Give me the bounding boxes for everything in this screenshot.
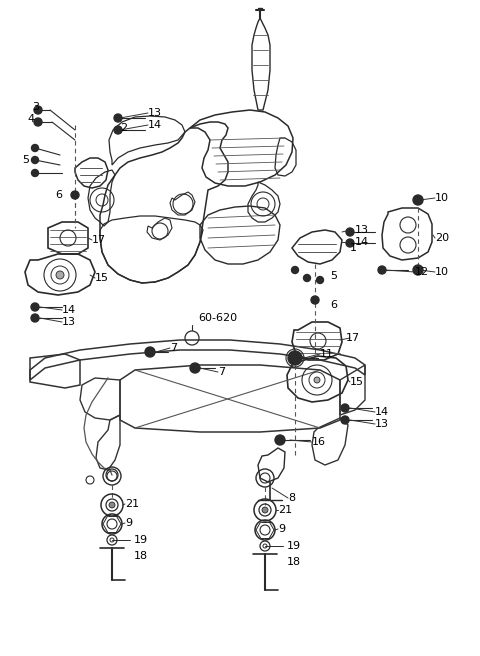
Circle shape [413, 195, 423, 205]
Circle shape [71, 191, 79, 199]
Text: 18: 18 [134, 551, 148, 561]
Text: 17: 17 [92, 235, 106, 245]
Text: 21: 21 [278, 505, 292, 515]
Circle shape [31, 314, 39, 322]
Text: 10: 10 [435, 193, 449, 203]
Text: 19: 19 [287, 541, 301, 551]
Text: 20: 20 [435, 233, 449, 243]
Circle shape [145, 347, 155, 357]
Text: 8: 8 [288, 493, 295, 503]
Text: 21: 21 [125, 499, 139, 509]
Text: 1: 1 [350, 243, 357, 253]
Text: 9: 9 [125, 518, 132, 528]
Circle shape [109, 502, 115, 508]
Circle shape [34, 118, 42, 126]
Text: 14: 14 [148, 120, 162, 130]
Circle shape [413, 265, 423, 275]
Text: 9: 9 [278, 524, 285, 534]
Text: 13: 13 [375, 419, 389, 429]
Circle shape [378, 266, 386, 274]
Circle shape [346, 228, 354, 236]
Text: 17: 17 [346, 333, 360, 343]
Circle shape [288, 351, 302, 365]
Circle shape [316, 276, 324, 283]
Text: 5: 5 [330, 271, 337, 281]
Circle shape [32, 144, 38, 152]
Circle shape [32, 157, 38, 163]
Text: 60-620: 60-620 [198, 313, 237, 323]
Text: 14: 14 [355, 237, 369, 247]
Circle shape [34, 106, 42, 114]
Text: 15: 15 [95, 273, 109, 283]
Circle shape [311, 296, 319, 304]
Circle shape [32, 169, 38, 176]
Circle shape [31, 303, 39, 311]
Text: 10: 10 [435, 267, 449, 277]
Circle shape [346, 239, 354, 247]
Text: 7: 7 [170, 343, 177, 353]
Text: 2: 2 [120, 123, 127, 133]
Text: 5: 5 [22, 155, 29, 165]
Circle shape [314, 377, 320, 383]
Circle shape [341, 416, 349, 424]
Text: 18: 18 [287, 557, 301, 567]
Text: 19: 19 [134, 535, 148, 545]
Text: 11: 11 [320, 349, 334, 359]
Text: 14: 14 [62, 305, 76, 315]
Circle shape [275, 435, 285, 445]
Circle shape [303, 274, 311, 281]
Text: 13: 13 [62, 317, 76, 327]
Text: 6: 6 [330, 300, 337, 310]
Text: 4: 4 [27, 114, 34, 124]
Circle shape [262, 507, 268, 513]
Text: 16: 16 [312, 437, 326, 447]
Text: 3: 3 [32, 102, 39, 112]
Text: 7: 7 [218, 367, 225, 377]
Circle shape [291, 266, 299, 274]
Text: 14: 14 [375, 407, 389, 417]
Circle shape [341, 404, 349, 412]
Circle shape [190, 363, 200, 373]
Circle shape [114, 126, 122, 134]
Circle shape [56, 271, 64, 279]
Text: 12: 12 [415, 267, 429, 277]
Text: 15: 15 [350, 377, 364, 387]
Text: 13: 13 [355, 225, 369, 235]
Text: 13: 13 [148, 108, 162, 118]
Text: 6: 6 [55, 190, 62, 200]
Circle shape [114, 114, 122, 122]
